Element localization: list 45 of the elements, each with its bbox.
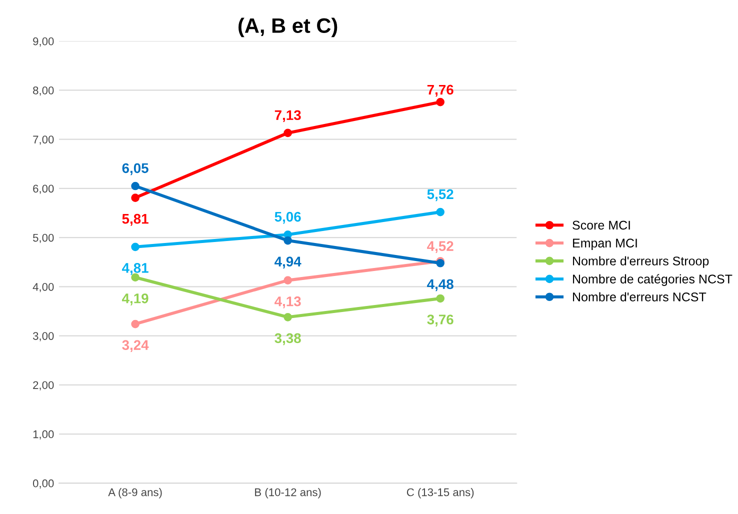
data-label: 4,94: [274, 256, 302, 268]
point: [284, 312, 292, 322]
x-tick-label: B (10-12 ans): [255, 488, 321, 498]
point: [284, 128, 292, 138]
y-tick-label: 1,00: [33, 430, 54, 440]
legend-label: Nombre d'erreurs Stroop: [573, 256, 709, 268]
data-label: 4,19: [122, 293, 148, 306]
data-label: 6,05: [122, 163, 148, 176]
y-tick-label: 8,00: [33, 86, 54, 96]
chart-title: (A, B et C): [238, 18, 338, 38]
y-tick-label: 0,00: [32, 479, 54, 489]
point: [436, 208, 445, 216]
data-label: 3,76: [427, 314, 454, 326]
y-tick-label: 3,00: [32, 332, 54, 342]
point: [284, 236, 292, 245]
data-label: 7,13: [274, 110, 301, 122]
x-tick-label: C (13-15 ans): [406, 488, 474, 498]
y-tick-label: 2,00: [33, 381, 54, 390]
data-label: 4,52: [427, 241, 454, 254]
point: [284, 276, 292, 284]
data-label: 5,81: [122, 214, 148, 226]
legend-label: Nombre de catégories NCST: [573, 274, 732, 286]
data-label: 4,13: [274, 296, 301, 308]
data-label: 4,48: [427, 279, 454, 292]
point: [436, 294, 445, 303]
x-tick-label: A (8-9 ans): [108, 488, 162, 498]
legend-label: Nombre d'erreurs NCST: [573, 292, 706, 302]
point: [131, 242, 140, 252]
data-label: 3,24: [122, 340, 149, 352]
point: [131, 182, 140, 190]
legend-label: Score MCI: [572, 220, 630, 230]
data-label: 7,76: [427, 84, 454, 97]
legend-label: Empan MCI: [573, 238, 637, 250]
y-tick-label: 5,00: [33, 234, 54, 244]
point: [131, 320, 140, 328]
data-label: 3,38: [274, 333, 301, 346]
y-tick-label: 9,00: [33, 37, 54, 47]
data-label: 4,81: [122, 263, 148, 275]
y-tick-label: 4,00: [32, 282, 54, 292]
data-label: 5,06: [274, 212, 301, 224]
data-label: 5,52: [427, 189, 454, 202]
y-tick-label: 6,00: [33, 184, 54, 194]
point: [436, 98, 445, 106]
y-tick-label: 7,00: [33, 136, 54, 145]
point: [131, 194, 140, 202]
